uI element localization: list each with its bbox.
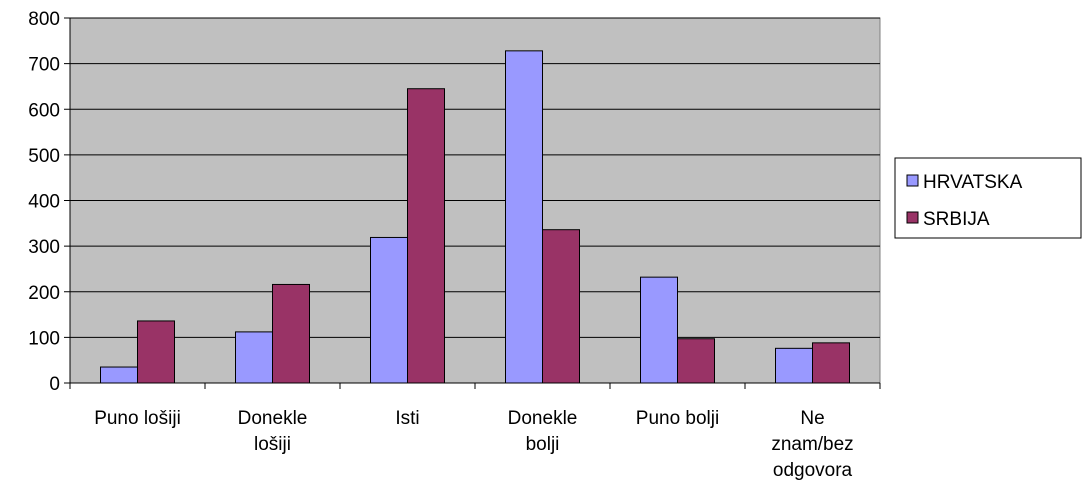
x-category-label: odgovora <box>773 460 853 481</box>
y-tick-label: 300 <box>28 237 60 258</box>
legend-box <box>894 157 1082 239</box>
bar-hrvatska-1 <box>235 331 273 384</box>
legend-label-hrvatska: HRVATSKA <box>923 172 1023 193</box>
bar-srbija-1 <box>272 283 310 384</box>
bar-srbija-5 <box>812 342 850 384</box>
bar-srbija-0 <box>137 320 175 384</box>
y-axis-ticks: 0 100 200 300 400 500 600 700 800 <box>28 9 70 395</box>
y-tick-label: 500 <box>28 146 60 167</box>
y-tick-label: 600 <box>28 100 60 121</box>
y-tick-label: 800 <box>28 9 60 30</box>
bars <box>100 50 850 384</box>
y-tick-label: 400 <box>28 192 60 213</box>
y-tick-label: 0 <box>49 374 60 395</box>
bar-srbija-3 <box>542 229 580 384</box>
bar-srbija-4 <box>677 338 715 384</box>
x-category-label: Ne <box>800 408 824 429</box>
x-axis-labels: Puno lošiji Donekle lošiji Isti Donekle bolji… <box>94 408 853 481</box>
legend: HRVATSKA SRBIJA <box>894 157 1082 239</box>
bar-hrvatska-4 <box>640 276 678 384</box>
x-category-label: Puno lošiji <box>94 408 181 429</box>
x-category-label: Donekle <box>508 408 578 429</box>
bar-hrvatska-3 <box>505 50 543 384</box>
y-tick-label: 200 <box>28 283 60 304</box>
x-category-label: bolji <box>526 434 560 455</box>
y-tick-label: 700 <box>28 55 60 76</box>
x-axis-ticks <box>69 383 881 389</box>
x-category-label: lošiji <box>254 434 291 455</box>
bar-hrvatska-0 <box>100 366 138 384</box>
legend-swatch-srbija <box>906 211 919 224</box>
y-tick-label: 100 <box>28 328 60 349</box>
legend-swatch-hrvatska <box>906 174 919 187</box>
x-category-label: znam/bez <box>771 434 853 455</box>
x-category-label: Puno bolji <box>636 408 719 429</box>
legend-label-srbija: SRBIJA <box>923 209 990 230</box>
bar-hrvatska-2 <box>370 236 408 384</box>
x-category-label: Donekle <box>238 408 308 429</box>
bar-srbija-2 <box>407 88 445 384</box>
bar-hrvatska-5 <box>775 347 813 384</box>
gridlines <box>70 17 880 338</box>
x-category-label: Isti <box>395 408 419 429</box>
